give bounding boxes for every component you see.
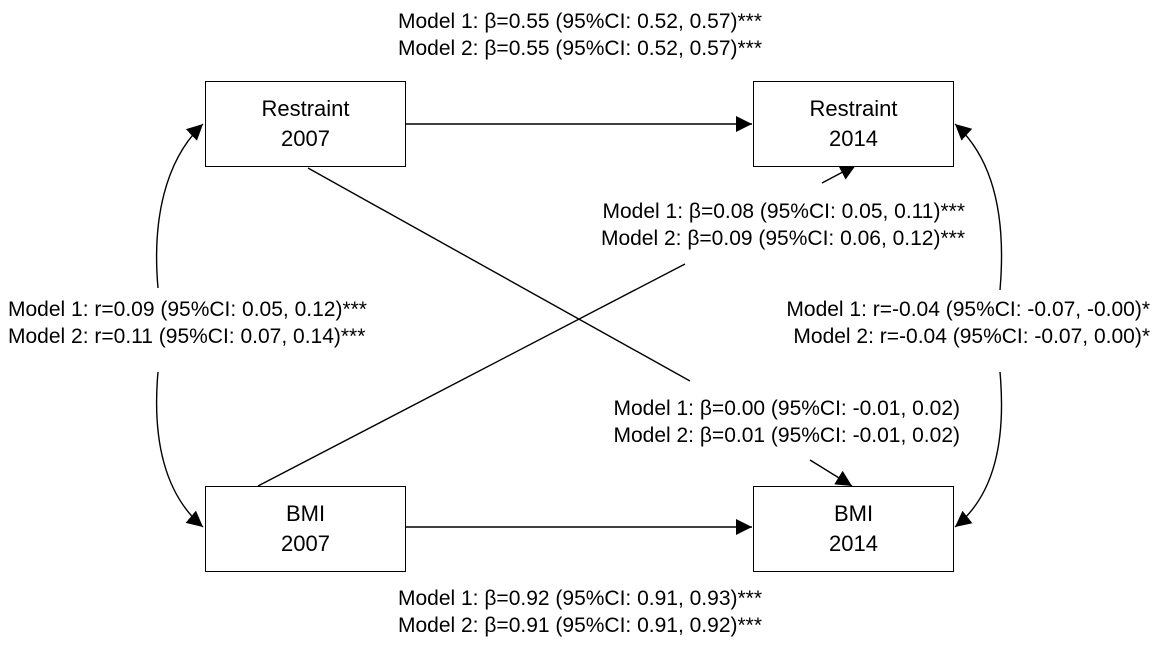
label-restraint-to-bmi: Model 1: β=0.00 (95%CI: -0.01, 0.02) Mod… [470,395,960,449]
label-model2: Model 2: β=0.01 (95%CI: -0.01, 0.02) [613,424,960,447]
label-bmi-stability: Model 1: β=0.92 (95%CI: 0.91, 0.93)*** M… [330,585,830,639]
label-followup-correlation: Model 1: r=-0.04 (95%CI: -0.07, -0.00)* … [650,296,1150,350]
label-model1: Model 1: r=-0.04 (95%CI: -0.07, -0.00)* [786,298,1150,321]
curve-followup-correlation-top [954,123,1003,291]
node-label-line2: 2007 [281,531,330,556]
node-label-line1: BMI [285,501,326,526]
node-label-line2: 2007 [281,126,330,151]
curve-baseline-correlation-top [155,123,204,289]
node-label-line2: 2014 [829,126,878,151]
label-model1: Model 1: β=0.00 (95%CI: -0.01, 0.02) [613,397,960,420]
label-model1: Model 1: r=0.09 (95%CI: 0.05, 0.12)*** [8,298,367,321]
node-label-line1: Restraint [809,96,898,121]
node-label-line1: BMI [833,501,874,526]
arrow-restraint-to-bmi-head [809,459,853,487]
node-label-line2: 2014 [829,531,878,556]
curve-baseline-correlation-bottom [155,371,204,528]
label-model1: Model 1: β=0.08 (95%CI: 0.05, 0.11)*** [602,200,966,223]
node-label-line1: Restraint [261,96,350,121]
label-model1: Model 1: β=0.92 (95%CI: 0.91, 0.93)*** [397,587,763,610]
label-bmi-to-restraint: Model 1: β=0.08 (95%CI: 0.05, 0.11)*** M… [460,198,965,252]
label-baseline-correlation: Model 1: r=0.09 (95%CI: 0.05, 0.12)*** M… [8,296,458,350]
node-bmi-2014: BMI 2014 [753,486,954,572]
label-model2: Model 2: β=0.91 (95%CI: 0.91, 0.92)*** [397,614,763,637]
label-model1: Model 1: β=0.55 (95%CI: 0.52, 0.57)*** [397,10,763,33]
arrow-bmi-to-restraint-segment [257,263,686,487]
arrow-bmi-to-restraint-head [821,164,857,184]
label-model2: Model 2: β=0.55 (95%CI: 0.52, 0.57)*** [397,37,763,60]
curve-followup-correlation-bottom [954,371,1003,528]
label-model2: Model 2: r=0.11 (95%CI: 0.07, 0.14)*** [8,325,366,348]
label-restraint-stability: Model 1: β=0.55 (95%CI: 0.52, 0.57)*** M… [330,8,830,62]
node-restraint-2014: Restraint 2014 [753,81,954,167]
label-model2: Model 2: β=0.09 (95%CI: 0.06, 0.12)*** [600,227,965,250]
label-model2: Model 2: r=-0.04 (95%CI: -0.07, 0.00)* [793,325,1150,348]
node-bmi-2007: BMI 2007 [205,486,406,572]
node-restraint-2007: Restraint 2007 [205,81,406,167]
arrow-restraint-to-bmi-segment [307,167,691,382]
